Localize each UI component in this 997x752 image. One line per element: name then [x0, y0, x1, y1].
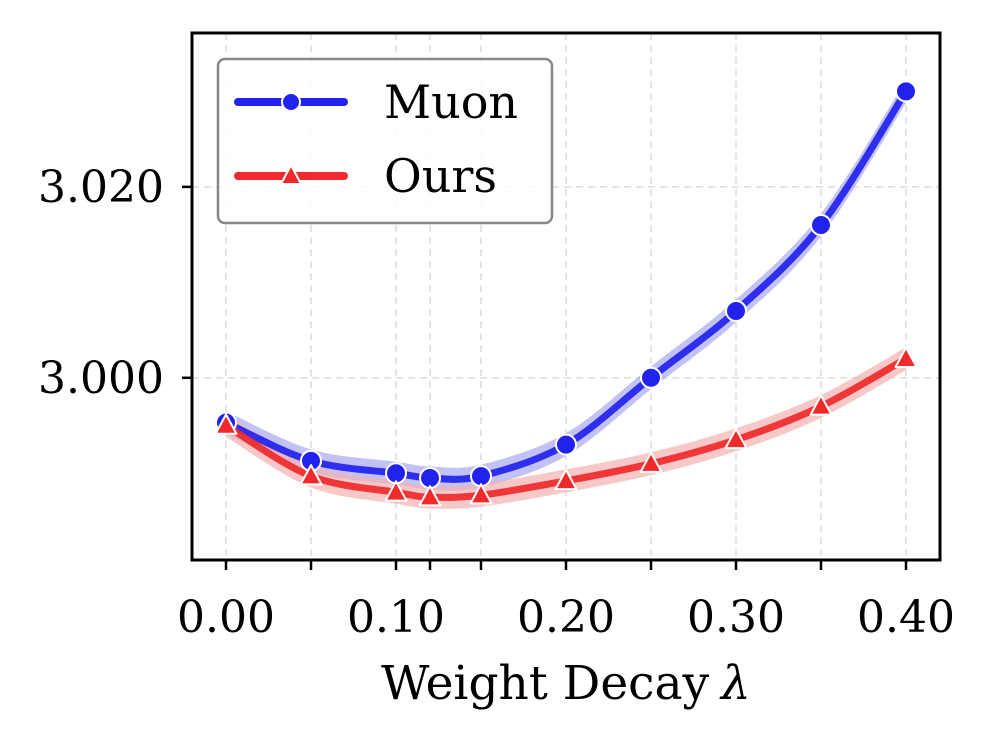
- band-muon: [226, 79, 906, 491]
- point-muon: [810, 214, 832, 237]
- point-ours: [384, 480, 408, 502]
- axis-ticks: 0.00 0.10 0.20 0.30 0.40 3.000 3.020: [38, 162, 955, 643]
- y-tick-label: 3.020: [38, 162, 164, 213]
- x-tick-label: 0.30: [687, 592, 785, 643]
- x-tick-label: 0.10: [347, 592, 445, 643]
- legend-marker-ours: [280, 164, 302, 185]
- x-tick-label: 0.20: [517, 592, 615, 643]
- point-ours: [418, 485, 442, 507]
- y-tick-label: 3.000: [38, 353, 164, 404]
- point-muon: [419, 467, 441, 490]
- point-muon: [470, 465, 492, 488]
- point-ours: [639, 451, 663, 473]
- lambda-symbol: λ: [719, 656, 751, 711]
- legend-marker-muon: [281, 92, 301, 112]
- point-ours: [809, 394, 833, 416]
- point-ours: [469, 483, 493, 505]
- x-axis-title: Weight Decay λ: [381, 656, 751, 711]
- point-ours: [299, 464, 323, 486]
- point-muon: [555, 433, 577, 456]
- x-tick-label: 0.00: [177, 592, 275, 643]
- point-ours: [554, 468, 578, 491]
- point-ours: [214, 413, 238, 435]
- series-markers: [214, 80, 918, 507]
- series-line-ours: [222, 355, 910, 501]
- legend-label-ours: Ours: [384, 149, 497, 203]
- point-ours: [724, 427, 748, 450]
- point-muon: [725, 299, 747, 322]
- x-axis-title-text: Weight Decay: [381, 656, 709, 711]
- legend-entry-ours[interactable]: Ours: [234, 149, 497, 203]
- legend-entry-muon[interactable]: Muon: [234, 75, 518, 129]
- point-muon: [385, 462, 407, 485]
- legend[interactable]: Muon Ours: [216, 57, 554, 225]
- point-muon: [640, 366, 662, 389]
- x-tick-label: 0.40: [857, 592, 955, 643]
- legend-label-muon: Muon: [384, 75, 518, 129]
- point-ours: [894, 346, 918, 368]
- point-muon: [895, 80, 917, 103]
